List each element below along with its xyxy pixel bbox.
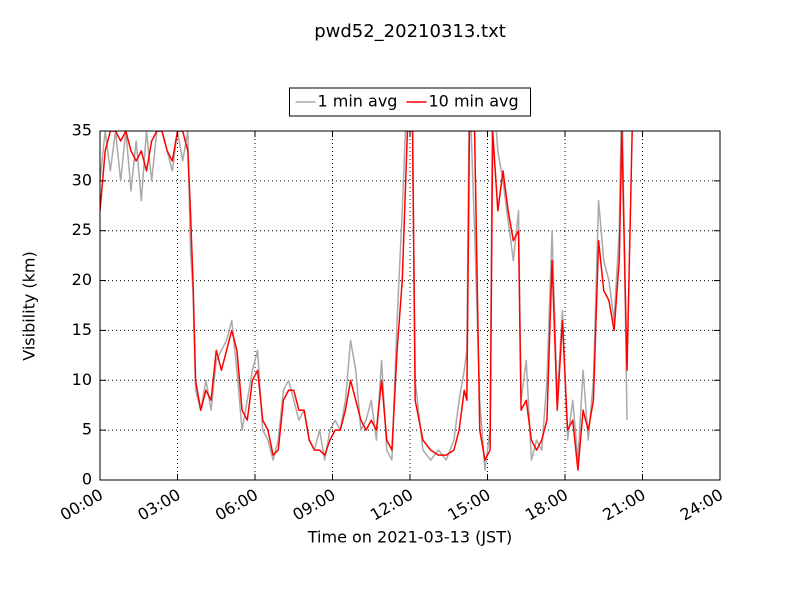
y-tick-label: 5 bbox=[82, 420, 92, 439]
y-tick-label: 30 bbox=[72, 170, 92, 189]
legend-label: 1 min avg bbox=[318, 92, 398, 111]
y-tick-label: 25 bbox=[72, 220, 92, 239]
y-tick-label: 35 bbox=[72, 121, 92, 140]
y-tick-label: 20 bbox=[72, 270, 92, 289]
x-axis-label: Time on 2021-03-13 (JST) bbox=[307, 528, 512, 547]
plot-lines bbox=[100, 131, 633, 471]
y-axis-label: Visibility (km) bbox=[20, 251, 39, 360]
series-line bbox=[100, 131, 633, 471]
chart-title: pwd52_20210313.txt bbox=[314, 21, 506, 42]
y-tick-label: 15 bbox=[72, 320, 92, 339]
legend-label: 10 min avg bbox=[429, 92, 519, 111]
y-tick-label: 10 bbox=[72, 370, 92, 389]
y-tick-label: 0 bbox=[82, 470, 92, 489]
legend: 1 min avg 10 min avg bbox=[289, 87, 531, 117]
